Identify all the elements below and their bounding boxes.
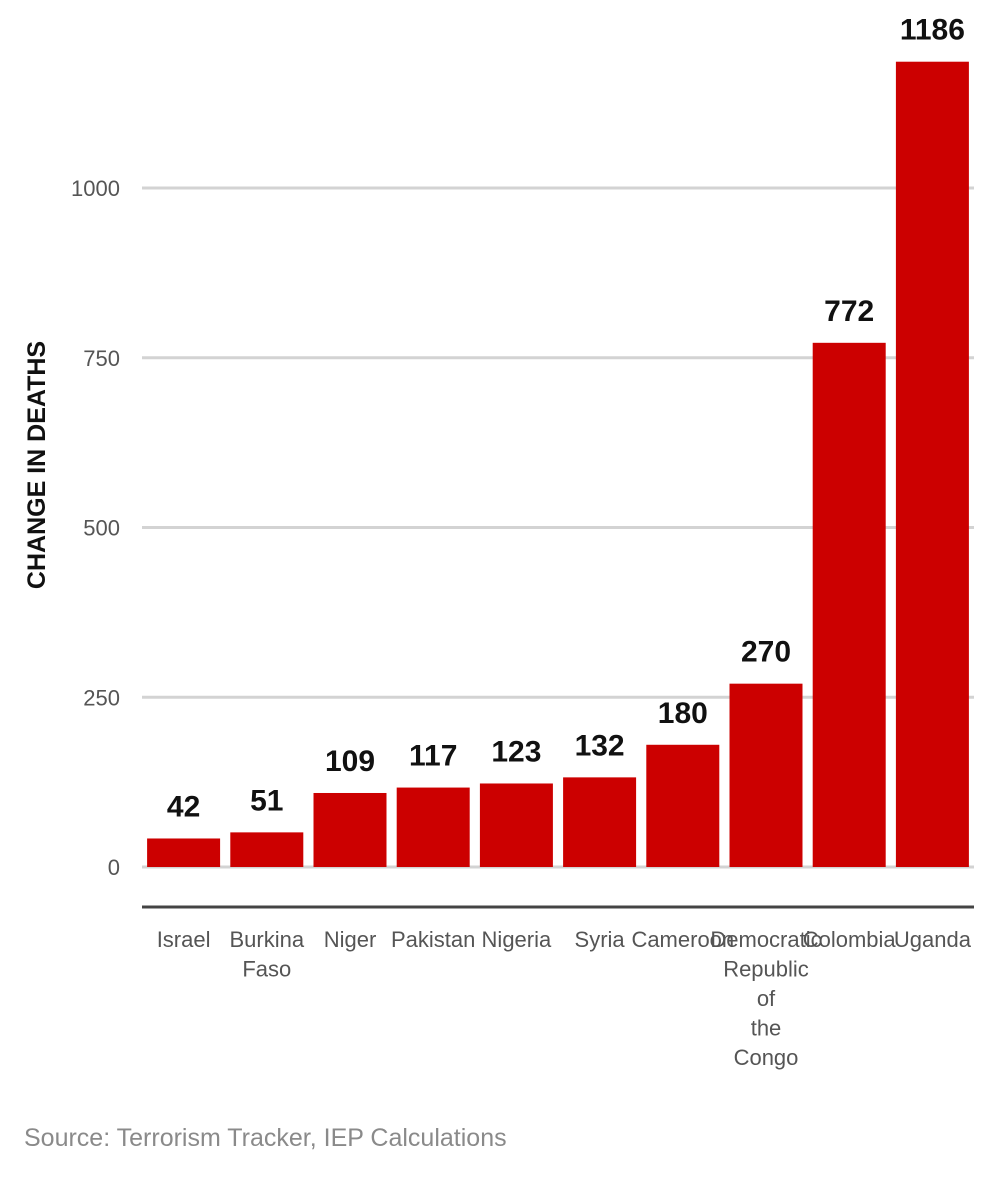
y-axis-title: CHANGE IN DEATHS <box>23 341 51 589</box>
data-label: 1186 <box>900 14 965 47</box>
bar <box>895 61 969 868</box>
bar <box>563 777 637 867</box>
data-label: 132 <box>575 729 625 762</box>
x-tick-label-line: of <box>757 986 776 1011</box>
data-label: 123 <box>491 735 541 768</box>
source-note: Source: Terrorism Tracker, IEP Calculati… <box>24 1124 507 1152</box>
x-tick-label-line: Cameroon <box>631 927 734 952</box>
x-tick-label: Cameroon <box>631 927 734 952</box>
bar-chart: 0 250 500 750 1000 42 51 109 117 123 132 180 270 772… <box>23 14 974 1070</box>
x-tick-label-line: Niger <box>324 927 377 952</box>
data-label: 51 <box>250 784 283 817</box>
y-tick-label: 750 <box>83 346 120 371</box>
data-label: 117 <box>409 740 457 773</box>
x-tick-label-line: Uganda <box>894 927 972 952</box>
x-tick-label-line: Pakistan <box>391 927 475 952</box>
data-label: 109 <box>325 745 375 778</box>
x-axis-categories: Israel Burkina Faso Niger Pakistan Nigeria Syr… <box>157 927 972 1070</box>
x-tick-label-line: Faso <box>242 957 291 982</box>
x-tick-label-line: the <box>751 1016 782 1041</box>
x-tick-label-line: Burkina <box>230 927 305 952</box>
y-axis-ticks: 0 250 500 750 1000 <box>71 176 120 880</box>
data-label: 772 <box>824 295 874 328</box>
x-tick-label: Democratic Republic of the Congo <box>710 927 821 1070</box>
x-tick-label: Colombia <box>803 927 897 952</box>
data-label: 270 <box>741 636 791 669</box>
x-tick-label-line: Republic <box>723 957 809 982</box>
data-label: 180 <box>658 697 708 730</box>
bar <box>646 744 720 867</box>
x-tick-label: Uganda <box>894 927 972 952</box>
data-labels: 42 51 109 117 123 132 180 270 772 1186 <box>167 14 965 824</box>
x-tick-label-line: Syria <box>575 927 626 952</box>
bar <box>230 832 304 867</box>
bar <box>313 792 387 867</box>
y-tick-label: 1000 <box>71 176 120 201</box>
x-tick-label: Israel <box>157 927 211 952</box>
data-label: 42 <box>167 790 200 823</box>
y-tick-label: 250 <box>83 685 120 710</box>
bar <box>729 683 803 867</box>
y-tick-label: 500 <box>83 516 120 541</box>
bar <box>812 342 886 867</box>
x-tick-label-line: Democratic <box>710 927 821 952</box>
bar <box>479 783 553 867</box>
x-tick-label: Pakistan <box>391 927 475 952</box>
bars <box>147 61 969 868</box>
x-tick-label-line: Colombia <box>803 927 897 952</box>
x-tick-label: Burkina Faso <box>230 927 305 982</box>
x-tick-label-line: Israel <box>157 927 211 952</box>
y-tick-label: 0 <box>108 855 120 880</box>
bar <box>147 838 221 867</box>
x-tick-label: Niger <box>324 927 377 952</box>
x-tick-label-line: Congo <box>734 1045 799 1070</box>
x-tick-label-line: Nigeria <box>482 927 552 952</box>
x-tick-label: Nigeria <box>482 927 552 952</box>
x-tick-label: Syria <box>575 927 626 952</box>
bar <box>396 787 470 867</box>
